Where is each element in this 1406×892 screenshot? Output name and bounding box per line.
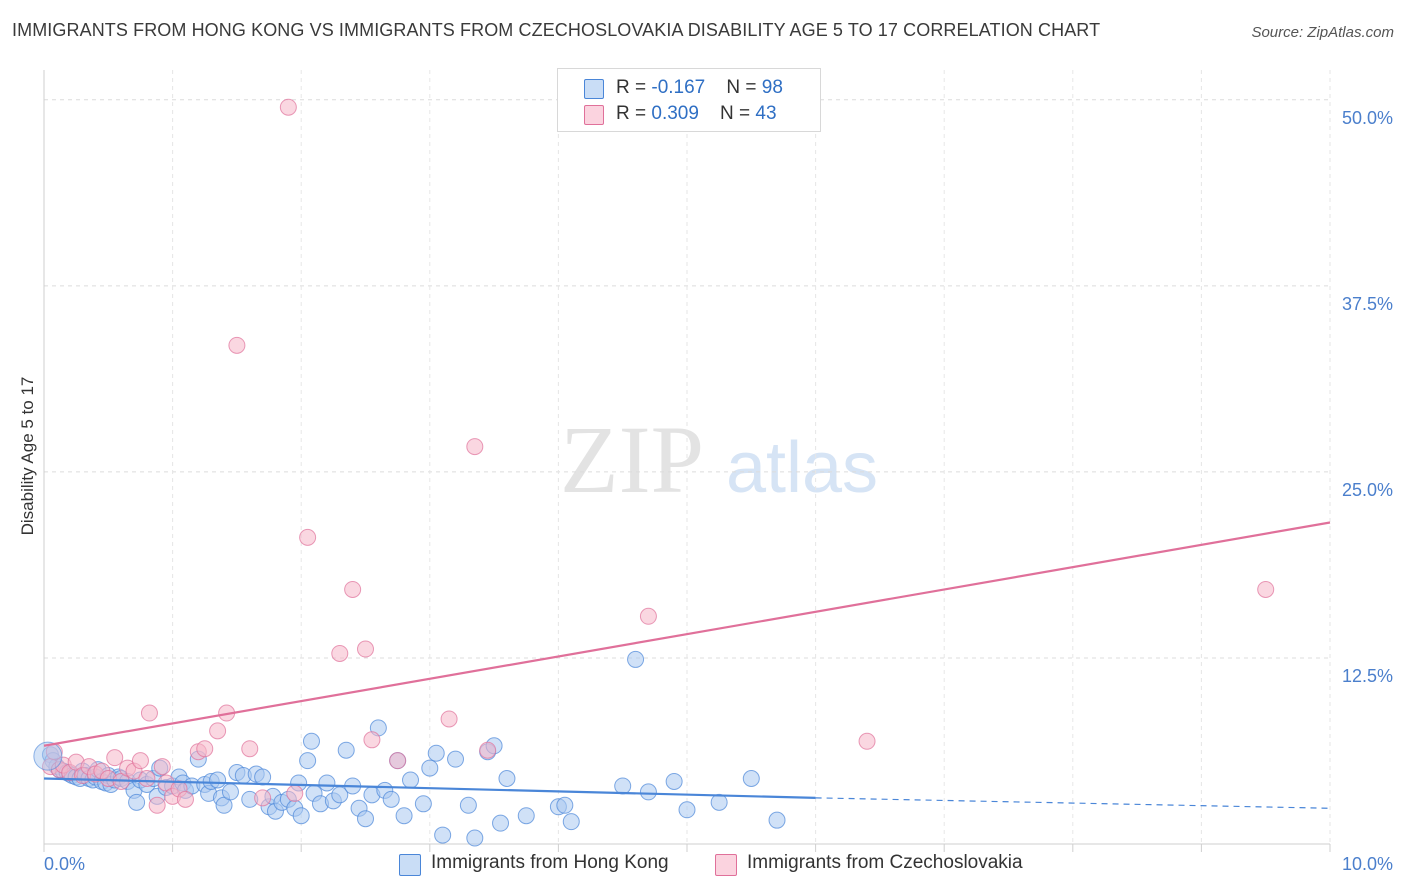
data-point [614, 777, 632, 795]
legend-swatch-hong-kong [584, 79, 604, 99]
data-point [395, 807, 413, 825]
data-point [492, 814, 510, 832]
data-point [389, 752, 407, 770]
data-point [196, 740, 214, 758]
chart-title: IMMIGRANTS FROM HONG KONG VS IMMIGRANTS … [12, 20, 1101, 40]
data-point [318, 774, 336, 792]
data-point [228, 336, 246, 354]
data-point [33, 741, 63, 771]
trend-line-hong-kong [43, 777, 816, 799]
data-point [302, 732, 320, 750]
y-tick-label: 37.5% [1342, 294, 1393, 314]
data-point [241, 740, 259, 758]
r-value-czechoslovakia: 0.309 [651, 103, 699, 124]
data-point [447, 750, 465, 768]
legend-swatch-czechoslovakia [584, 105, 604, 125]
data-point [421, 759, 439, 777]
data-point [414, 795, 432, 813]
data-point [627, 650, 645, 668]
data-point [331, 644, 349, 662]
n-label: N = [726, 77, 762, 98]
data-point [299, 528, 317, 546]
legend-swatch-czechoslovakia [715, 854, 737, 876]
data-points [33, 98, 1275, 847]
data-point [344, 580, 362, 598]
data-point [639, 783, 657, 801]
watermark: ZIP atlas [560, 406, 878, 513]
data-point [357, 640, 374, 658]
data-point [221, 783, 239, 801]
data-point [148, 796, 166, 814]
trend-lines [43, 521, 1331, 809]
data-point [517, 807, 535, 825]
data-point [858, 732, 876, 750]
data-point [427, 744, 445, 762]
x-tick-labels: 0.0% 10.0% [44, 854, 1393, 874]
data-point [209, 771, 227, 789]
data-point [498, 770, 516, 788]
y-tick-label: 25.0% [1342, 480, 1393, 500]
data-point [710, 793, 728, 811]
source-credit: Source: ZipAtlas.com [1251, 24, 1394, 41]
x-tick-label: 10.0% [1342, 854, 1393, 874]
data-point [292, 807, 310, 825]
data-point [209, 722, 227, 740]
legend-label-hong-kong: Immigrants from Hong Kong [431, 852, 669, 873]
stats-legend: R = -0.167 N = 98 R = 0.309 N = 43 [557, 68, 821, 132]
n-label: N = [720, 103, 756, 124]
data-point [742, 770, 760, 788]
trend-line-extension [815, 797, 1331, 809]
y-tick-label: 50.0% [1342, 108, 1393, 128]
y-tick-labels: 12.5% 25.0% 37.5% 50.0% [1342, 108, 1393, 686]
watermark-zip: ZIP [560, 406, 704, 513]
data-point [556, 796, 574, 814]
data-point [254, 768, 272, 786]
legend-label-czechoslovakia: Immigrants from Czechoslovakia [747, 852, 1023, 873]
n-value-czechoslovakia: 43 [755, 103, 777, 124]
series-czechoslovakia [41, 98, 1275, 814]
data-point [299, 752, 317, 770]
data-point [286, 784, 304, 802]
data-point [678, 801, 696, 819]
data-point [128, 793, 146, 811]
data-point [131, 752, 149, 770]
data-point [106, 749, 124, 767]
r-label: R = [616, 103, 652, 124]
data-point [466, 438, 484, 456]
data-point [176, 790, 194, 808]
y-tick-label: 12.5% [1342, 666, 1393, 686]
watermark-atlas: atlas [726, 428, 878, 508]
data-point [768, 811, 786, 829]
x-tick-label: 0.0% [44, 854, 85, 874]
data-point [279, 98, 297, 116]
r-label: R = [616, 77, 652, 98]
data-point [254, 789, 272, 807]
data-point [402, 771, 420, 789]
data-point [153, 758, 171, 776]
legend-swatch-hong-kong [399, 854, 421, 876]
data-point [434, 826, 452, 844]
data-point [479, 741, 497, 759]
data-point [382, 790, 400, 808]
data-point [138, 770, 156, 788]
data-point [639, 607, 657, 625]
data-point [440, 710, 458, 728]
n-value-hong-kong: 98 [761, 77, 783, 98]
data-point [1257, 580, 1275, 598]
r-value-hong-kong: -0.167 [651, 77, 706, 98]
data-point [459, 796, 477, 814]
data-point [665, 772, 683, 790]
data-point [357, 810, 374, 828]
data-point [363, 731, 381, 749]
data-point [466, 829, 484, 847]
data-point [337, 741, 355, 759]
axes [43, 70, 1331, 852]
grid [44, 70, 1331, 844]
y-axis-label: Disability Age 5 to 17 [18, 376, 37, 536]
data-point [140, 704, 158, 722]
data-point [562, 813, 580, 831]
trend-line-czechoslovakia [43, 521, 1331, 747]
